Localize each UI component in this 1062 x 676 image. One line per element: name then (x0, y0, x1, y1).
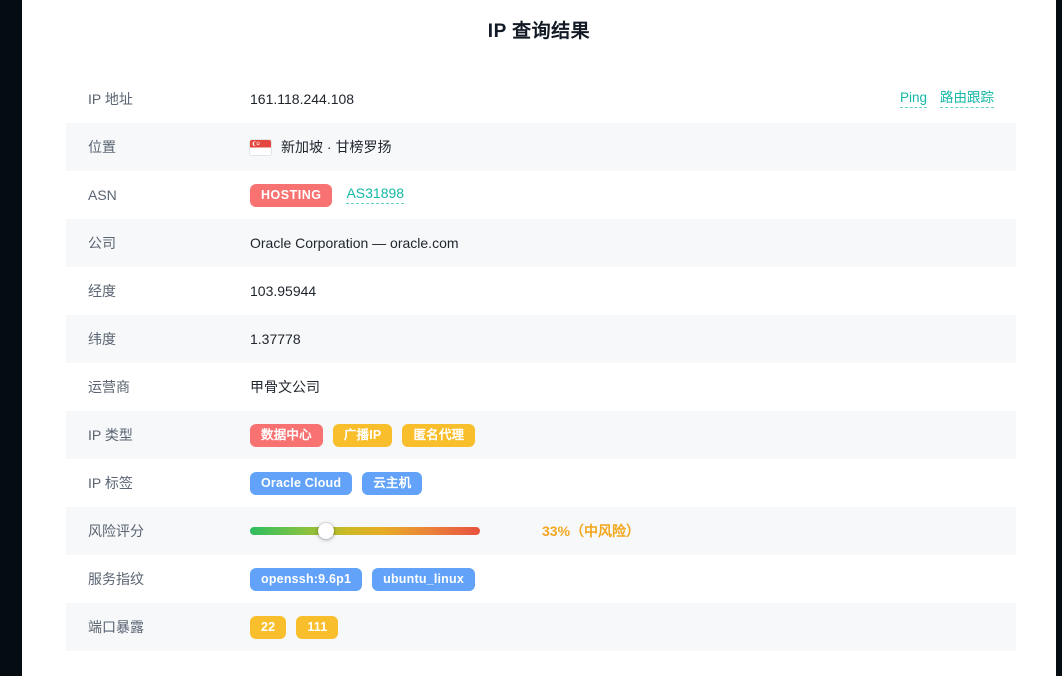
row-value-text: Oracle Corporation — oracle.com (250, 235, 459, 251)
row-value: 161.118.244.108 (250, 91, 900, 107)
tag-badge: 云主机 (362, 471, 423, 495)
row-label: 纬度 (88, 331, 116, 347)
table-row: 运营商 甲骨文公司 (66, 363, 1016, 411)
risk-score-text: 33%（中风险） (542, 523, 641, 539)
row-value: HOSTING AS31898 (250, 183, 1016, 207)
row-value: 22 111 (250, 615, 1016, 639)
row-value-text: 1.37778 (250, 331, 301, 347)
location-text: 新加坡 · 甘榜罗扬 (281, 139, 392, 155)
table-row: 公司 Oracle Corporation — oracle.com (66, 219, 1016, 267)
singapore-flag-icon (250, 139, 271, 155)
row-value-text: 甲骨文公司 (250, 379, 320, 395)
row-value-text: 161.118.244.108 (250, 91, 355, 107)
table-row: 服务指纹 openssh:9.6p1 ubuntu_linux (66, 555, 1016, 603)
table-row: IP 类型 数据中心 广播IP 匿名代理 (66, 411, 1016, 459)
table-row: IP 标签 Oracle Cloud 云主机 (66, 459, 1016, 507)
table-row: 经度 103.95944 (66, 267, 1016, 315)
row-label: 公司 (88, 235, 116, 251)
row-value: openssh:9.6p1 ubuntu_linux (250, 567, 1016, 591)
row-label: ASN (88, 187, 117, 203)
table-row: 端口暴露 22 111 (66, 603, 1016, 651)
row-value: 新加坡 · 甘榜罗扬 (250, 137, 1016, 157)
traceroute-link[interactable]: 路由跟踪 (940, 90, 994, 108)
tag-badge: 22 (250, 615, 287, 639)
table-row: 风险评分 33%（中风险） (66, 507, 1016, 555)
tag-badge: 数据中心 (250, 423, 323, 447)
row-value-text: 103.95944 (250, 283, 317, 299)
row-label: IP 类型 (88, 427, 133, 443)
row-value: 1.37778 (250, 331, 1016, 347)
table-row: 纬度 1.37778 (66, 315, 1016, 363)
table-row: IP 地址 161.118.244.108 Ping 路由跟踪 (66, 75, 1016, 123)
asn-type-badge: HOSTING (250, 183, 333, 207)
row-label: 经度 (88, 283, 116, 299)
row-value: 数据中心 广播IP 匿名代理 (250, 423, 1016, 447)
ip-result-card: IP 查询结果 IP 地址 161.118.244.108 Ping 路由跟踪位置 新加… (22, 0, 1056, 676)
tag-badge: 广播IP (332, 423, 393, 447)
row-actions: Ping 路由跟踪 (899, 90, 1016, 108)
tag-badge: Oracle Cloud (250, 471, 353, 495)
row-label: 端口暴露 (88, 619, 144, 635)
risk-slider-knob (317, 523, 334, 539)
asn-link[interactable]: AS31898 (346, 186, 405, 204)
row-label: 风险评分 (88, 523, 144, 539)
row-value: Oracle Corporation — oracle.com (250, 235, 1016, 251)
row-label: 运营商 (88, 379, 130, 395)
tag-badge: 匿名代理 (402, 423, 476, 447)
table-row: 位置 新加坡 · 甘榜罗扬 (66, 123, 1016, 171)
row-label: 服务指纹 (88, 571, 144, 587)
ping-link[interactable]: Ping (899, 90, 927, 108)
table-row: ASN HOSTING AS31898 (66, 171, 1016, 219)
row-value: 103.95944 (250, 283, 1016, 299)
risk-score-slider (250, 523, 480, 539)
row-value: Oracle Cloud 云主机 (250, 471, 1016, 495)
row-value: 33%（中风险） (250, 521, 1016, 541)
row-label: IP 标签 (88, 475, 133, 491)
ip-result-table: IP 地址 161.118.244.108 Ping 路由跟踪位置 新加坡 · 甘榜罗扬… (66, 75, 1016, 651)
tag-badge: ubuntu_linux (372, 567, 475, 591)
tag-badge: 111 (296, 615, 339, 639)
row-label: 位置 (88, 139, 116, 155)
page-title: IP 查询结果 (487, 21, 591, 42)
row-label: IP 地址 (88, 91, 133, 107)
row-value: 甲骨文公司 (250, 377, 1016, 397)
tag-badge: openssh:9.6p1 (250, 567, 363, 591)
